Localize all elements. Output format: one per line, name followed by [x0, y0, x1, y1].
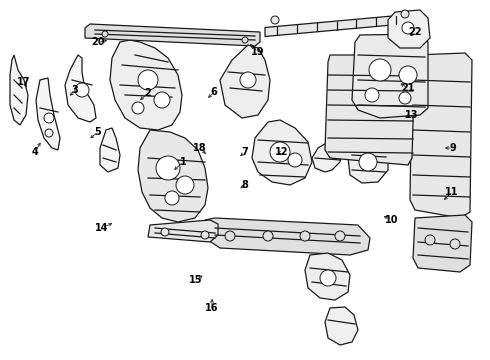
Circle shape: [425, 235, 435, 245]
Text: 15: 15: [189, 275, 203, 285]
Polygon shape: [413, 215, 472, 272]
Circle shape: [154, 92, 170, 108]
Polygon shape: [100, 128, 120, 172]
Circle shape: [201, 231, 209, 239]
Polygon shape: [325, 55, 415, 165]
Text: 18: 18: [193, 143, 207, 153]
Circle shape: [263, 231, 273, 241]
Text: 17: 17: [17, 77, 31, 87]
Circle shape: [240, 72, 256, 88]
Circle shape: [270, 142, 290, 162]
Circle shape: [271, 16, 279, 24]
Polygon shape: [85, 24, 260, 46]
Text: 20: 20: [91, 37, 105, 47]
Polygon shape: [36, 78, 60, 150]
Text: 10: 10: [385, 215, 399, 225]
Circle shape: [300, 231, 310, 241]
Circle shape: [176, 176, 194, 194]
Text: 16: 16: [205, 303, 219, 313]
Polygon shape: [138, 130, 208, 222]
Polygon shape: [325, 307, 358, 345]
Circle shape: [132, 102, 144, 114]
Polygon shape: [312, 142, 342, 172]
Circle shape: [401, 10, 409, 18]
Text: 9: 9: [450, 143, 456, 153]
Text: 3: 3: [72, 85, 78, 95]
Text: 2: 2: [145, 88, 151, 98]
Polygon shape: [252, 120, 312, 185]
Polygon shape: [65, 55, 96, 122]
Circle shape: [165, 191, 179, 205]
Polygon shape: [205, 218, 370, 255]
Polygon shape: [305, 253, 350, 300]
Text: 4: 4: [32, 147, 38, 157]
Circle shape: [399, 92, 411, 104]
Circle shape: [399, 66, 417, 84]
Circle shape: [138, 70, 158, 90]
Text: 11: 11: [445, 187, 459, 197]
Circle shape: [102, 31, 108, 37]
Circle shape: [402, 22, 414, 34]
Circle shape: [359, 153, 377, 171]
Circle shape: [45, 129, 53, 137]
Polygon shape: [110, 40, 182, 130]
Text: 5: 5: [95, 127, 101, 137]
Circle shape: [75, 83, 89, 97]
Circle shape: [369, 59, 391, 81]
Polygon shape: [10, 55, 28, 125]
Circle shape: [450, 239, 460, 249]
Circle shape: [161, 228, 169, 236]
Polygon shape: [265, 14, 420, 36]
Text: 6: 6: [211, 87, 218, 97]
Polygon shape: [410, 53, 472, 218]
Polygon shape: [388, 10, 430, 48]
Polygon shape: [352, 34, 428, 118]
Text: 22: 22: [408, 27, 422, 37]
Polygon shape: [220, 45, 270, 118]
Text: 12: 12: [275, 147, 289, 157]
Circle shape: [242, 37, 248, 43]
Polygon shape: [148, 220, 218, 242]
Text: 7: 7: [242, 147, 248, 157]
Circle shape: [225, 231, 235, 241]
Text: 14: 14: [95, 223, 109, 233]
Circle shape: [156, 156, 180, 180]
Text: 19: 19: [251, 47, 265, 57]
Text: 1: 1: [180, 157, 186, 167]
Text: 13: 13: [405, 110, 419, 120]
Circle shape: [335, 231, 345, 241]
Text: 8: 8: [242, 180, 248, 190]
Polygon shape: [348, 141, 388, 183]
Circle shape: [365, 88, 379, 102]
Circle shape: [44, 113, 54, 123]
Text: 21: 21: [401, 83, 415, 93]
Circle shape: [320, 270, 336, 286]
Circle shape: [288, 153, 302, 167]
